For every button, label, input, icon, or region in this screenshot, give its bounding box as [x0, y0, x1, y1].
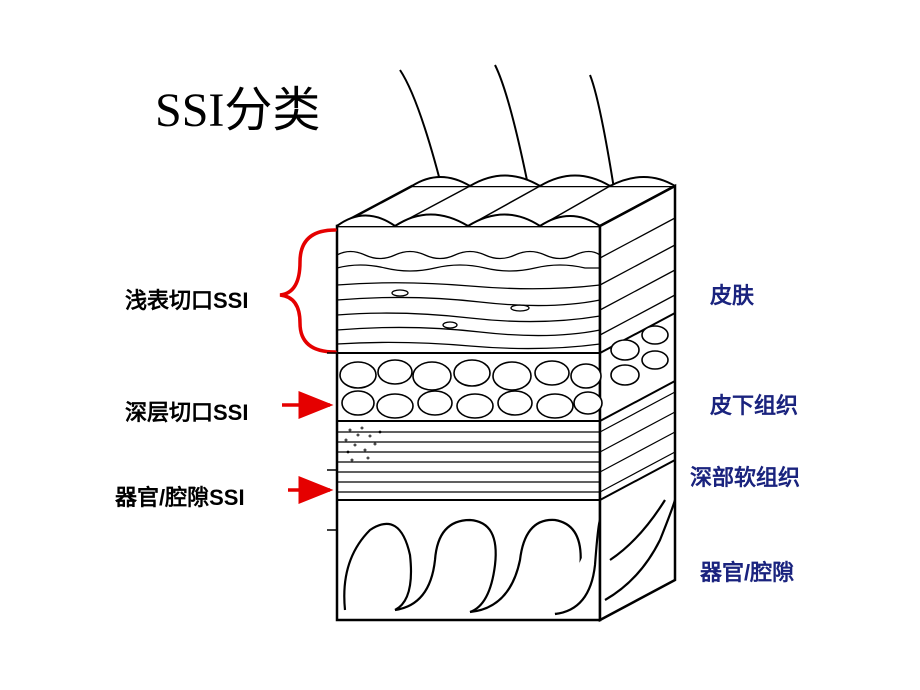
label-superficial-ssi: 浅表切口SSI [125, 283, 248, 315]
label-subcutaneous: 皮下组织 [710, 388, 798, 420]
label-skin: 皮肤 [710, 278, 754, 310]
bracket-superficial [280, 230, 335, 352]
label-deep-soft-tissue: 深部软组织 [690, 460, 800, 492]
page-title: SSI分类 [155, 70, 320, 140]
label-organ-cavity: 器官/腔隙 [700, 555, 794, 587]
division-ticks [327, 353, 337, 530]
label-organ-ssi: 器官/腔隙SSI [115, 480, 245, 512]
label-deep-ssi: 深层切口SSI [125, 395, 248, 427]
